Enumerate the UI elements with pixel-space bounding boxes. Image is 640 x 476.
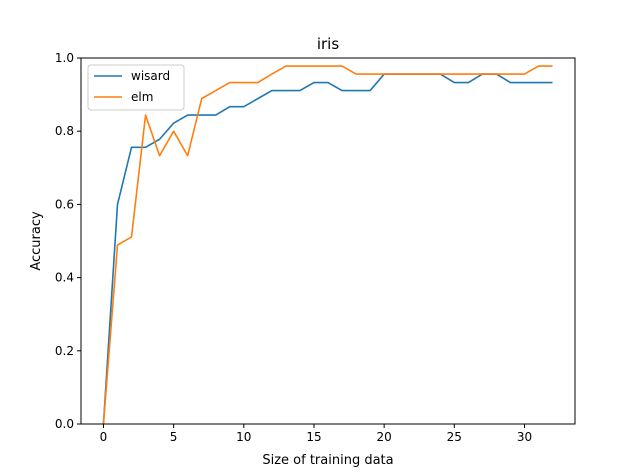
plot-lines	[102, 65, 553, 425]
y-axis-label: Accuracy	[29, 211, 44, 271]
y-tick-label: 0.8	[55, 124, 74, 138]
x-axis-label: Size of training data	[262, 453, 393, 468]
plot-frame	[80, 57, 576, 425]
y-tick-label: 0.6	[55, 197, 74, 211]
y-tick-label: 0.4	[55, 271, 74, 285]
x-tick-label: 0	[100, 430, 108, 444]
chart-title: iris	[317, 35, 340, 53]
legend-label-wisard: wisard	[131, 69, 170, 83]
x-tick-label: 5	[170, 430, 178, 444]
y-tick-label: 0.0	[55, 417, 74, 431]
legend-label-elm: elm	[131, 90, 153, 104]
x-tick-label: 10	[236, 430, 251, 444]
series-line-elm	[102, 65, 553, 425]
x-axis-ticks: 0 5 10 15 20 25 30	[100, 424, 532, 444]
x-tick-label: 15	[306, 430, 321, 444]
y-tick-label: 0.2	[55, 344, 74, 358]
x-tick-label: 25	[447, 430, 462, 444]
x-tick-label: 30	[517, 430, 532, 444]
legend: wisard elm	[87, 64, 185, 111]
y-tick-label: 1.0	[55, 51, 74, 65]
series-line-wisard	[102, 73, 553, 425]
y-axis-ticks: 0.0 0.2 0.4 0.6 0.8 1.0	[55, 51, 81, 431]
x-tick-label: 20	[376, 430, 391, 444]
